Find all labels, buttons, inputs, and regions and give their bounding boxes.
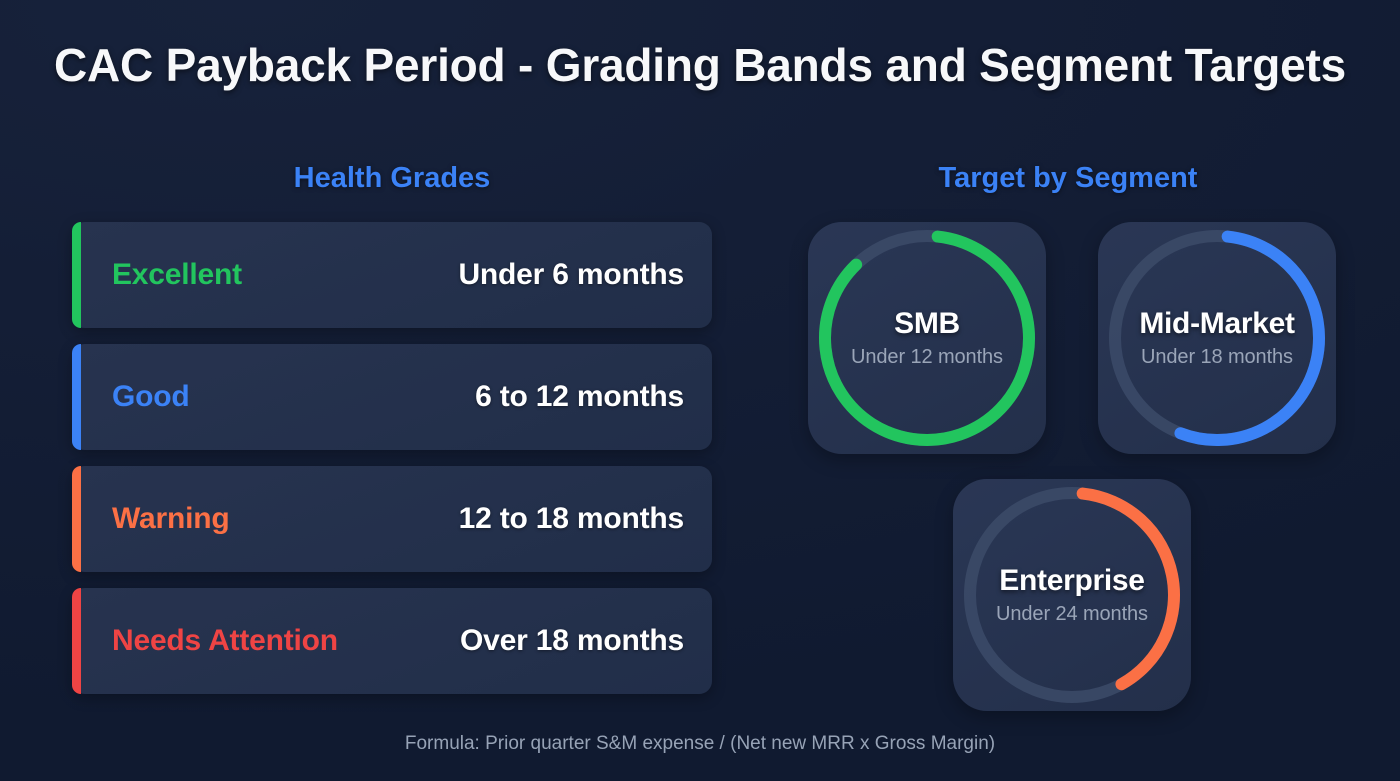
segment-card-enterprise[interactable]: Enterprise Under 24 months [953, 479, 1191, 711]
grade-row[interactable]: Needs Attention Over 18 months [72, 588, 712, 694]
grade-label: Good [112, 380, 190, 413]
segment-target: Under 18 months [1141, 346, 1293, 368]
segment-cards: SMB Under 12 months Mid-Market Under 18 … [808, 222, 1348, 711]
grade-range: Over 18 months [460, 624, 684, 657]
donut-gauge-icon [813, 224, 1041, 452]
page-title: CAC Payback Period - Grading Bands and S… [54, 39, 1346, 91]
donut-gauge-icon [1103, 224, 1331, 452]
grade-label: Warning [112, 502, 230, 535]
grade-label: Excellent [112, 258, 242, 291]
grade-label: Needs Attention [112, 624, 338, 657]
health-grades-heading: Health Grades [293, 162, 491, 194]
segment-name: Mid-Market [1139, 307, 1295, 340]
segment-name: SMB [894, 307, 960, 340]
grade-accent-bar [72, 222, 81, 328]
segment-card-smb[interactable]: SMB Under 12 months [808, 222, 1046, 454]
grade-row[interactable]: Excellent Under 6 months [72, 222, 712, 328]
health-grades-list: Excellent Under 6 months Good 6 to 12 mo… [72, 222, 712, 710]
segment-name: Enterprise [999, 564, 1145, 597]
grade-range: 6 to 12 months [475, 380, 684, 413]
segment-card-text: SMB Under 12 months [762, 307, 1092, 369]
segment-target: Under 24 months [996, 603, 1148, 625]
segment-card-text: Enterprise Under 24 months [907, 564, 1237, 626]
grade-accent-bar [72, 344, 81, 450]
segment-card-text: Mid-Market Under 18 months [1052, 307, 1382, 369]
segment-target: Under 12 months [851, 346, 1003, 368]
formula-footnote: Formula: Prior quarter S&M expense / (Ne… [404, 733, 996, 754]
grade-accent-bar [72, 466, 81, 572]
grade-accent-bar [72, 588, 81, 694]
grade-range: 12 to 18 months [458, 502, 685, 535]
segment-card-mid-market[interactable]: Mid-Market Under 18 months [1098, 222, 1336, 454]
grade-row[interactable]: Good 6 to 12 months [72, 344, 712, 450]
grade-row[interactable]: Warning 12 to 18 months [72, 466, 712, 572]
target-by-segment-heading: Target by Segment [938, 162, 1198, 194]
grade-range: Under 6 months [458, 258, 684, 291]
donut-gauge-icon [958, 481, 1186, 709]
